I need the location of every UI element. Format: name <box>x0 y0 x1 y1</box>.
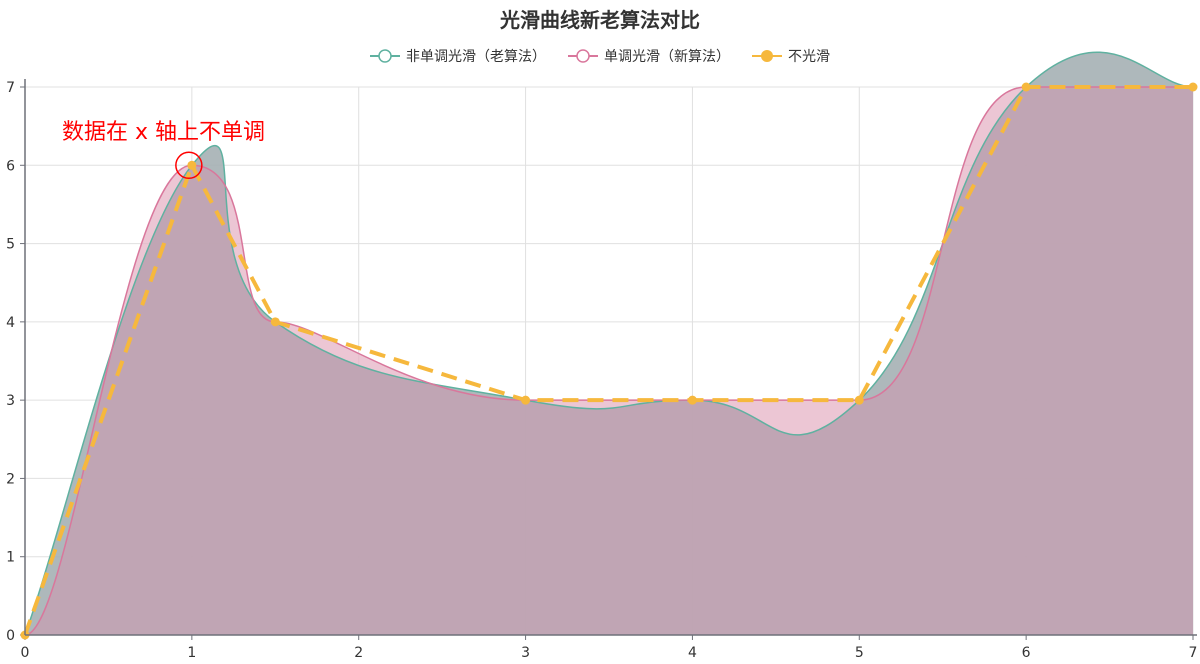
annotation-circle <box>175 151 203 180</box>
y-tick-label: 5 <box>6 237 15 253</box>
legend-label: 单调光滑（新算法） <box>604 49 730 65</box>
series-new-line <box>24 86 1193 636</box>
annotation-text: 数据在 x 轴上不单调 <box>62 120 266 145</box>
legend-label: 不光滑 <box>788 49 830 65</box>
y-tick-label: 6 <box>6 158 15 174</box>
x-tick-label: 2 <box>354 645 363 661</box>
chart-title: 光滑曲线新老算法对比 <box>500 8 700 32</box>
series-raw-point <box>270 317 280 327</box>
series-raw-point <box>854 395 864 405</box>
legend-item-new[interactable]: 单调光滑（新算法） <box>568 46 730 66</box>
y-tick-label: 0 <box>6 628 15 644</box>
series-new-area <box>25 87 1193 635</box>
legend-dot-icon <box>752 50 782 62</box>
series-old-line <box>24 51 1194 636</box>
x-tick-label: 0 <box>21 645 30 661</box>
overlap-area <box>25 52 1193 635</box>
series-raw-point <box>1188 82 1198 92</box>
legend-item-old[interactable]: 非单调光滑（老算法） <box>370 46 546 66</box>
x-tick-label: 6 <box>1022 645 1031 661</box>
series-raw-point <box>1021 82 1031 92</box>
y-tick-label: 2 <box>6 471 15 487</box>
x-tick-label: 7 <box>1189 645 1198 661</box>
y-tick-label: 4 <box>6 315 15 331</box>
x-tick-label: 5 <box>855 645 864 661</box>
legend: 非单调光滑（老算法） 单调光滑（新算法） 不光滑 <box>0 46 1200 66</box>
x-tick-label: 1 <box>187 645 196 661</box>
series-raw-point <box>687 395 697 405</box>
legend-label: 非单调光滑（老算法） <box>406 49 546 65</box>
legend-item-raw[interactable]: 不光滑 <box>752 46 830 66</box>
series-raw-point <box>187 160 197 170</box>
legend-circle-icon <box>370 49 400 63</box>
y-tick-label: 7 <box>6 80 15 96</box>
x-tick-label: 3 <box>521 645 530 661</box>
y-tick-label: 3 <box>6 393 15 409</box>
x-tick-label: 4 <box>688 645 697 661</box>
legend-circle-icon <box>568 49 598 63</box>
y-tick-label: 1 <box>6 550 15 566</box>
series-raw-point <box>521 395 531 405</box>
series-raw-line <box>23 85 1193 636</box>
